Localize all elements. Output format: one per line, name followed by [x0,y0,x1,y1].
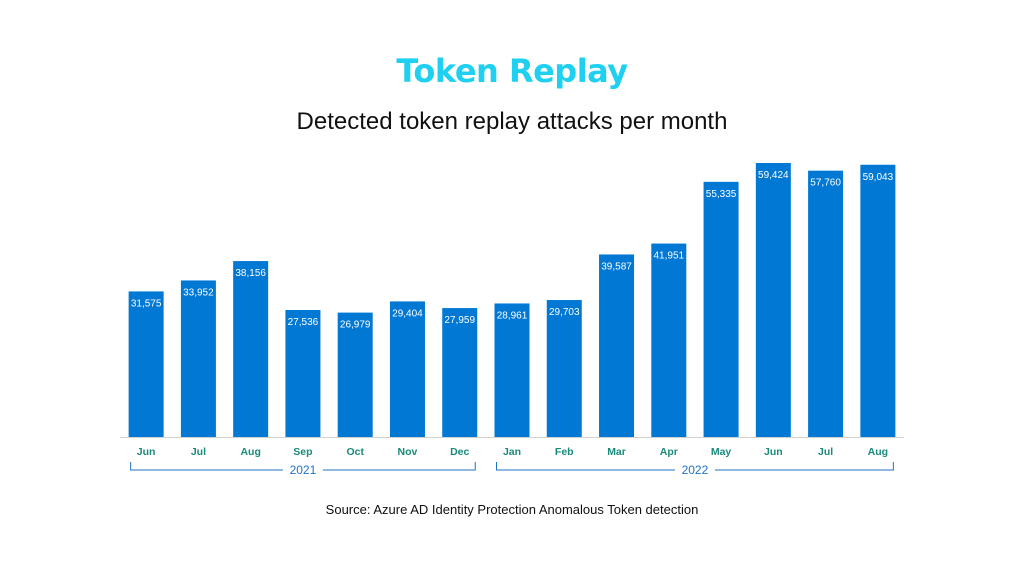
x-tick-label: Jun [137,446,156,458]
year-group-label: 2021 [290,463,317,477]
data-label: 59,043 [863,172,894,183]
data-label: 27,536 [288,317,319,328]
year-group-label: 2022 [682,463,709,477]
x-tick-labels-group: Jun Jul Aug Sep Oct Nov Dec Jan Feb Mar Apr May Jun J… [137,446,888,458]
data-label: 33,952 [183,287,214,298]
year-group-bracket [130,462,476,471]
x-tick-label: Sep [293,446,312,458]
data-label: 29,404 [392,308,423,319]
year-group-bracket [496,462,894,471]
data-label: 39,587 [601,261,632,272]
x-tick-label: Oct [346,446,364,458]
data-label: 31,575 [131,298,162,309]
bar-feb-8 [546,300,582,437]
bar-jan-7 [494,303,530,437]
data-label: 26,979 [340,320,371,331]
x-tick-label: Dec [450,446,469,458]
x-tick-label: Nov [398,446,418,458]
data-labels-group: 31,575 33,952 38,156 27,536 26,979 29,404 27,9… [131,170,894,331]
x-tick-label: Jul [818,446,833,458]
x-tick-label: Jul [191,446,206,458]
bar-jun-0 [128,291,164,437]
data-label: 38,156 [235,268,266,279]
bars-group [128,163,896,437]
data-label: 41,951 [654,251,685,262]
bar-mar-9 [599,254,635,437]
data-label: 29,703 [549,307,580,318]
data-label: 28,961 [497,310,528,321]
bar-sep-3 [285,310,321,437]
bar-jul-1 [180,280,216,437]
data-label: 27,959 [444,315,475,326]
x-tick-label: Mar [607,446,626,458]
year-groups: 2021 2022 [130,462,894,477]
source-note: Source: Azure AD Identity Protection Ano… [325,502,699,517]
x-tick-label: Jan [503,446,521,458]
x-tick-label: Jun [764,446,783,458]
bar-aug-14 [860,164,896,437]
chart-subtitle: Detected token replay attacks per month [296,108,728,135]
data-label: 59,424 [758,170,789,181]
bar-aug-2 [233,261,269,437]
x-tick-label: Apr [660,446,678,458]
bar-jun-12 [755,163,791,437]
x-tick-label: May [711,446,732,458]
x-tick-label: Aug [240,446,260,458]
bar-oct-4 [337,312,373,437]
bar-dec-6 [442,308,478,437]
x-tick-label: Feb [555,446,574,458]
bar-jul-13 [808,170,844,437]
data-label: 57,760 [810,178,841,189]
bar-apr-10 [651,243,687,437]
bar-nov-5 [389,301,425,437]
data-label: 55,335 [706,189,737,200]
x-tick-label: Aug [868,446,888,458]
chart-title: Token Replay [396,52,628,90]
bar-may-11 [703,181,739,437]
